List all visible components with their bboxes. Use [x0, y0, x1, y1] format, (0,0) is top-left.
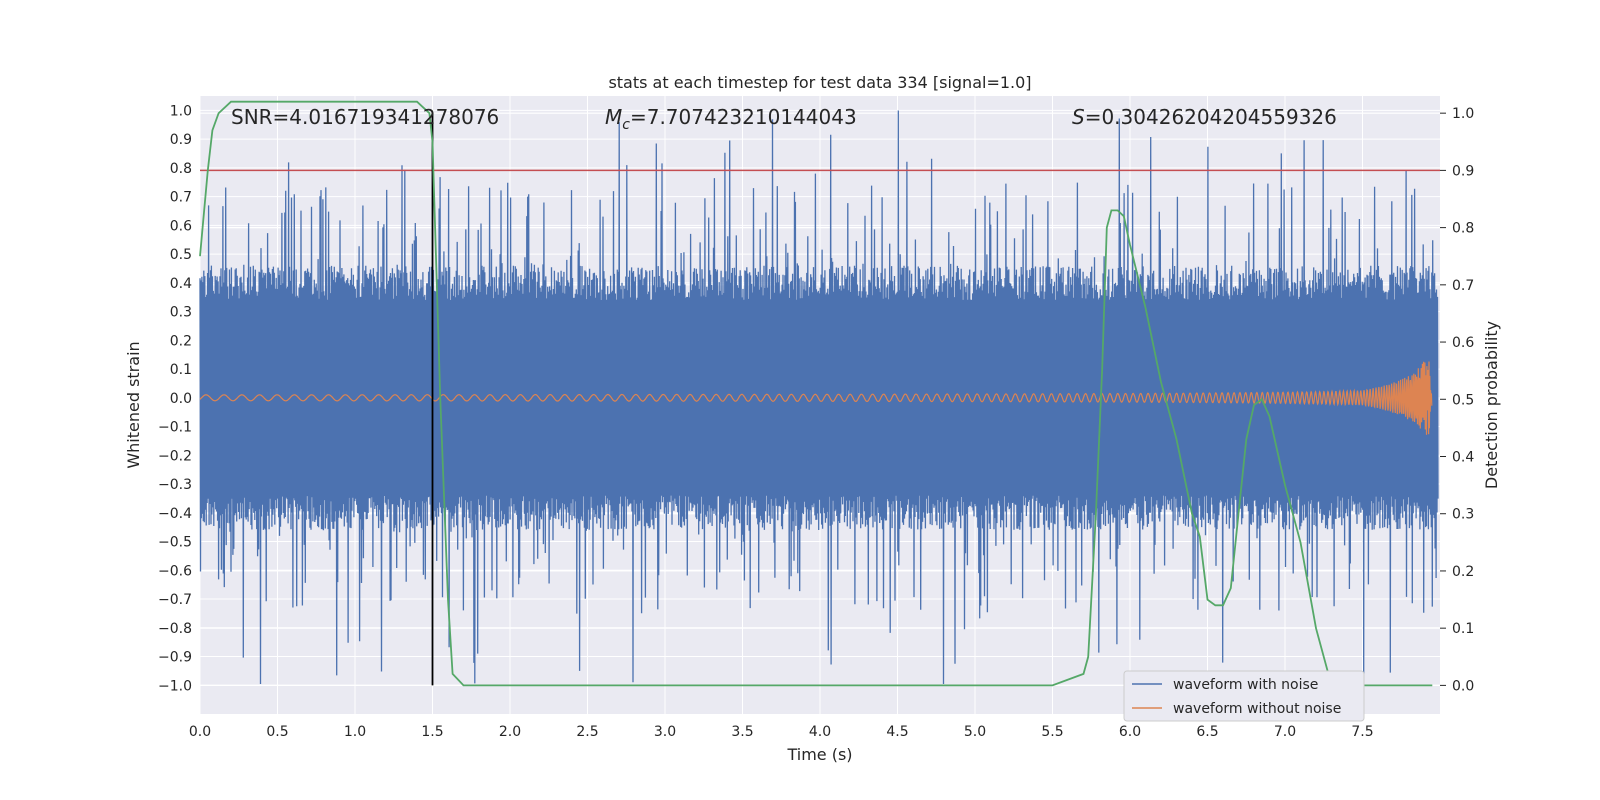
x-tick-label: 3.5: [731, 724, 753, 740]
y-right-tick-label: 0.8: [1452, 221, 1474, 237]
noise-line: [199, 110, 1439, 685]
y-left-tick-label: −0.3: [158, 477, 192, 493]
y-right-tick-label: 0.5: [1452, 392, 1474, 408]
y-right-tick-label: 0.0: [1452, 678, 1474, 694]
s-annotation: S=0.30426204204559326: [1072, 105, 1337, 129]
y-right-tick-label: 0.7: [1452, 278, 1474, 294]
y-right-tick-label: 0.3: [1452, 507, 1474, 523]
series-waveform-with-noise: [199, 110, 1439, 685]
probability-line: [199, 100, 1433, 687]
y-left-tick-label: 0.4: [170, 276, 192, 292]
legend: waveform with noise waveform without noi…: [1123, 670, 1365, 722]
chirp-mass-annotation: Mc=7.707423210144043: [605, 105, 857, 133]
y-left-axis-label: Whitened strain: [124, 341, 143, 468]
y-left-tick-label: −0.9: [158, 650, 192, 666]
mc-value: =7.707423210144043: [630, 105, 857, 129]
x-tick-label: 4.0: [809, 724, 831, 740]
mc-subscript: c: [622, 117, 630, 133]
chirp-line: [199, 361, 1433, 435]
y-right-tick-label: 0.6: [1452, 335, 1474, 351]
x-tick-label: 0.0: [189, 724, 211, 740]
y-right-tick-label: 0.1: [1452, 621, 1474, 637]
y-left-tick-label: 0.0: [170, 391, 192, 407]
x-tick-label: 7.0: [1274, 724, 1296, 740]
y-right-tick-labels: 1.0 0.9 0.8 0.7 0.6 0.5 0.4 0.3 0.2 0.1 0.0: [1440, 106, 1474, 694]
y-right-axis-label: Detection probability: [1482, 321, 1501, 489]
legend-label-noise: waveform with noise: [1173, 677, 1318, 693]
x-tick-label: 2.5: [576, 724, 598, 740]
y-left-tick-label: 0.6: [170, 218, 192, 234]
y-left-tick-label: −0.7: [158, 592, 192, 608]
y-right-tick-label: 0.9: [1452, 163, 1474, 179]
y-left-tick-label: 0.1: [170, 362, 192, 378]
x-tick-label: 6.0: [1119, 724, 1141, 740]
y-left-tick-label: −0.5: [158, 535, 192, 551]
y-left-tick-label: −1.0: [158, 678, 192, 694]
y-left-tick-label: 0.3: [170, 305, 192, 321]
y-left-tick-label: 0.8: [170, 161, 192, 177]
y-left-tick-label: 0.5: [170, 247, 192, 263]
x-tick-labels: 0.0 0.5 1.0 1.5 2.0 2.5 3.0 3.5 4.0 4.5 5.0 5.5 6.0 6…: [189, 724, 1374, 740]
y-right-tick-label: 0.2: [1452, 564, 1474, 580]
legend-box: [1123, 670, 1365, 722]
y-left-tick-label: −0.8: [158, 621, 192, 637]
y-left-tick-label: −0.6: [158, 563, 192, 579]
y-left-tick-label: 1.0: [170, 103, 192, 119]
x-tick-label: 7.5: [1351, 724, 1373, 740]
y-left-tick-label: 0.9: [170, 132, 192, 148]
x-axis-label: Time (s): [786, 745, 852, 764]
y-left-tick-label: −0.2: [158, 448, 192, 464]
x-tick-label: 2.0: [499, 724, 521, 740]
y-left-tick-label: 0.7: [170, 190, 192, 206]
y-left-tick-labels: 1.0 0.9 0.8 0.7 0.6 0.5 0.4 0.3 0.2 0.1 0.0 −0.1 −0.…: [158, 103, 192, 694]
x-tick-label: 3.0: [654, 724, 676, 740]
snr-annotation: SNR=4.016719341278076: [231, 105, 499, 129]
y-left-tick-label: 0.2: [170, 333, 192, 349]
x-tick-label: 0.5: [266, 724, 288, 740]
x-tick-label: 6.5: [1196, 724, 1218, 740]
x-tick-label: 5.0: [964, 724, 986, 740]
chart-title: stats at each timestep for test data 334…: [608, 73, 1031, 92]
s-symbol: S: [1072, 105, 1085, 129]
x-tick-label: 5.5: [1041, 724, 1063, 740]
series-waveform-without-noise: [199, 361, 1433, 435]
x-tick-label: 1.5: [421, 724, 443, 740]
x-tick-label: 1.0: [344, 724, 366, 740]
x-tick-label: 4.5: [886, 724, 908, 740]
legend-label-clean: waveform without noise: [1173, 701, 1341, 717]
y-left-tick-label: −0.1: [158, 420, 192, 436]
y-right-tick-label: 0.4: [1452, 450, 1474, 466]
y-left-tick-label: −0.4: [158, 506, 192, 522]
mc-symbol: M: [605, 105, 622, 129]
series-detection-probability: [199, 100, 1433, 687]
y-right-tick-label: 1.0: [1452, 106, 1474, 122]
s-value: =0.30426204204559326: [1085, 105, 1337, 129]
